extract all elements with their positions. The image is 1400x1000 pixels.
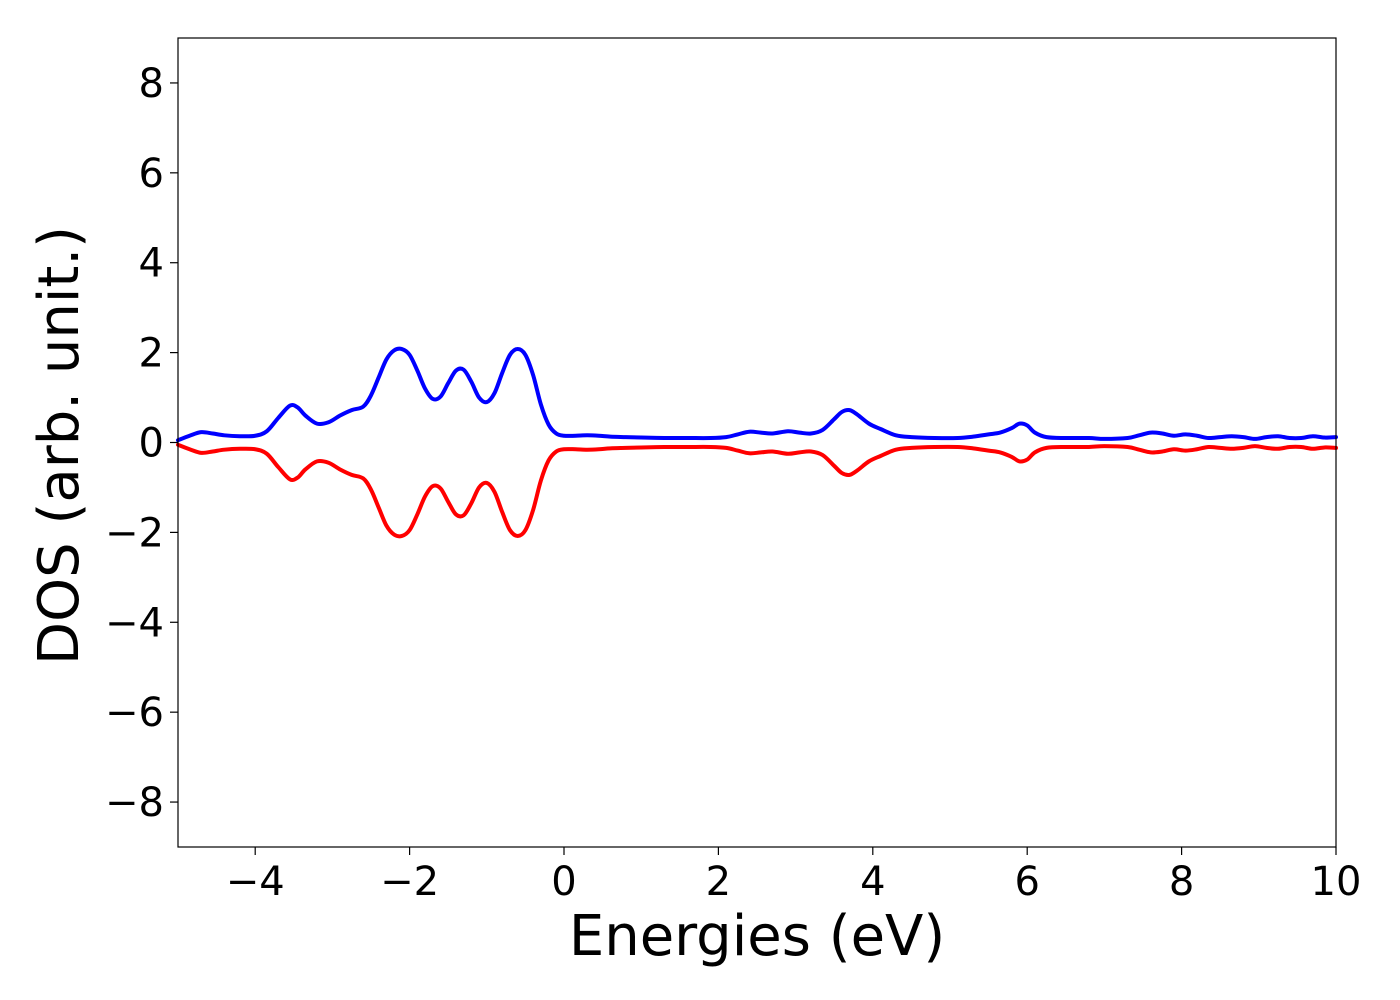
x-tick-label: −4 xyxy=(226,859,285,905)
y-tick-label: 8 xyxy=(139,61,164,107)
y-tick-label: 0 xyxy=(139,421,164,467)
x-tick-label: −2 xyxy=(380,859,439,905)
y-tick-label: 2 xyxy=(139,331,164,377)
y-tick-label: −2 xyxy=(105,510,164,556)
series-line-spin-down xyxy=(176,442,1338,539)
series-layer xyxy=(176,346,1338,539)
x-tick-label: 8 xyxy=(1169,859,1194,905)
y-axis-title: DOS (arb. unit.) xyxy=(27,226,92,665)
y-tick-label: −8 xyxy=(105,780,164,826)
y-tick-label: −6 xyxy=(105,690,164,736)
x-axis-title: Energies (eV) xyxy=(569,904,945,969)
x-tick-label: 10 xyxy=(1311,859,1362,905)
x-tick-label: 4 xyxy=(860,859,885,905)
ticks-layer: −4 −2 0 2 4 6 8 10 −8 −6 −4 −2 0 2 4 6 8 xyxy=(105,61,1361,905)
plot-frame xyxy=(177,37,1337,848)
x-tick-label: 0 xyxy=(551,859,576,905)
y-tick-label: 6 xyxy=(139,151,164,197)
x-tick-label: 6 xyxy=(1014,859,1039,905)
y-tick-label: −4 xyxy=(105,600,164,646)
series-line-spin-up xyxy=(176,346,1338,443)
x-tick-label: 2 xyxy=(706,859,731,905)
y-tick-label: 4 xyxy=(139,241,164,287)
